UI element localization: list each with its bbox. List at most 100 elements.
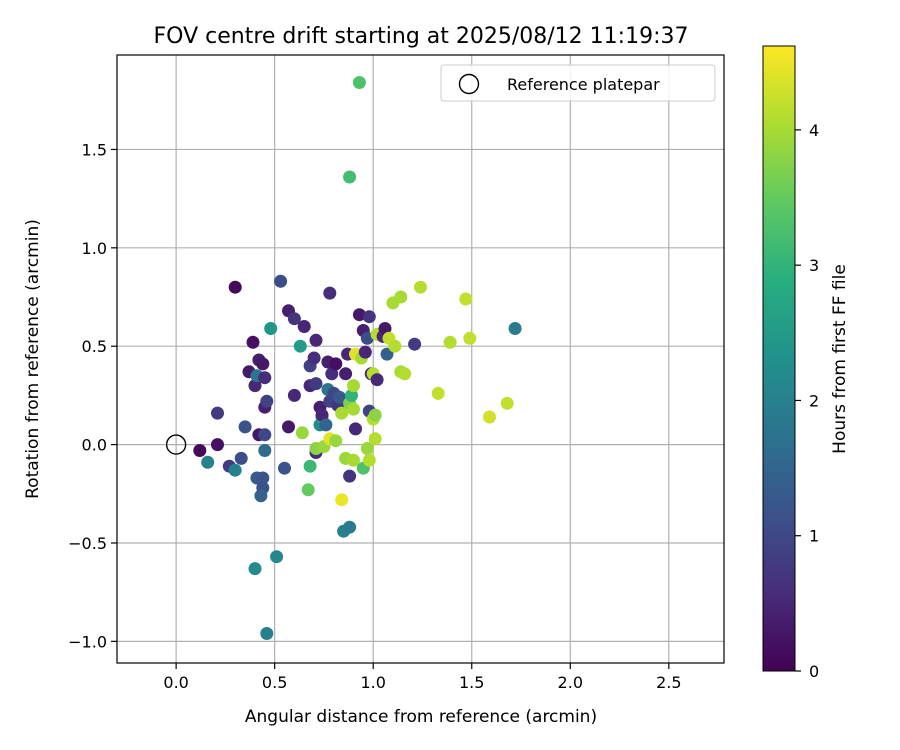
data-point xyxy=(362,453,376,467)
data-point xyxy=(309,333,323,347)
data-point xyxy=(264,322,278,335)
data-point xyxy=(260,394,274,408)
data-point xyxy=(508,322,522,335)
data-point xyxy=(370,373,384,387)
data-point xyxy=(258,428,272,442)
data-point xyxy=(256,357,270,371)
data-point xyxy=(408,337,422,351)
y-tick-label: 0.0 xyxy=(82,436,107,455)
data-point xyxy=(443,335,457,349)
legend: Reference platepar xyxy=(440,64,716,102)
colorbar-gradient xyxy=(762,45,796,672)
y-axis-label: Rotation from reference (arcmin) xyxy=(23,219,43,499)
data-point xyxy=(335,406,349,420)
data-point xyxy=(329,434,343,448)
legend-entry-reference: Reference platepar xyxy=(507,75,660,94)
data-point xyxy=(500,396,514,410)
colorbar-ticks: 0 1 2 3 4 xyxy=(795,121,819,681)
data-point xyxy=(282,420,295,434)
plot-area xyxy=(117,55,724,663)
data-point xyxy=(343,520,357,534)
data-point xyxy=(274,274,288,288)
data-point xyxy=(352,76,366,89)
data-point xyxy=(287,388,301,402)
colorbar: 0 1 2 3 4 Hours from first FF file xyxy=(762,45,850,681)
data-point xyxy=(228,280,242,294)
data-point xyxy=(329,357,343,371)
data-point xyxy=(309,377,323,391)
data-point xyxy=(319,418,333,432)
data-point xyxy=(201,455,215,469)
reference-platepar-marker xyxy=(165,434,187,455)
plot-frame xyxy=(116,54,725,664)
data-point xyxy=(258,444,272,457)
data-point xyxy=(325,367,339,381)
data-point xyxy=(352,308,366,322)
data-point xyxy=(483,410,496,424)
data-point xyxy=(345,388,358,402)
x-axis-label: Angular distance from reference (arcmin) xyxy=(245,707,597,727)
x-tick-label: 1.5 xyxy=(459,673,484,692)
data-point xyxy=(260,627,274,640)
data-point xyxy=(238,420,252,434)
data-point xyxy=(246,335,260,349)
data-points xyxy=(193,76,522,640)
reference-marker-group xyxy=(165,434,187,455)
data-point xyxy=(254,489,268,503)
x-axis-ticks: 0.0 0.5 1.0 1.5 2.0 2.5 xyxy=(163,663,682,692)
x-tick-label: 2.5 xyxy=(656,673,681,692)
x-tick-label: 0.5 xyxy=(262,673,287,692)
y-tick-label: 1.5 xyxy=(82,140,107,159)
data-point xyxy=(287,312,301,326)
data-point xyxy=(347,402,360,416)
data-point xyxy=(211,438,224,452)
data-point xyxy=(248,562,262,576)
x-tick-label: 0.0 xyxy=(163,673,188,692)
colorbar-tick-label: 1 xyxy=(809,527,819,546)
data-point xyxy=(256,471,270,485)
data-point xyxy=(360,331,374,345)
legend-box xyxy=(440,64,716,102)
data-point xyxy=(278,461,291,475)
data-point xyxy=(394,290,408,304)
colorbar-tick-label: 4 xyxy=(809,121,819,140)
data-point xyxy=(323,286,337,300)
colorbar-label: Hours from first FF file xyxy=(830,264,850,454)
data-point xyxy=(295,426,309,440)
data-point xyxy=(343,170,357,184)
data-point xyxy=(258,371,272,385)
data-point xyxy=(335,493,349,507)
data-point xyxy=(398,367,412,381)
data-point xyxy=(347,453,360,467)
y-tick-label: −0.5 xyxy=(68,534,107,553)
data-point xyxy=(228,463,242,477)
data-point xyxy=(301,483,315,497)
data-point xyxy=(360,442,374,455)
data-point xyxy=(293,339,307,353)
y-tick-label: 1.0 xyxy=(82,239,107,258)
data-point xyxy=(339,367,353,381)
x-tick-label: 1.0 xyxy=(360,673,385,692)
data-point xyxy=(362,310,376,324)
data-point xyxy=(388,339,402,353)
data-point xyxy=(333,390,347,404)
data-point xyxy=(347,379,360,393)
data-point xyxy=(463,331,477,345)
data-point xyxy=(248,379,262,393)
y-axis-ticks: −1.0 −0.5 0.0 0.5 1.0 1.5 xyxy=(68,140,117,651)
data-point xyxy=(380,347,394,361)
data-point xyxy=(459,292,473,306)
data-point xyxy=(270,550,284,564)
data-point xyxy=(303,459,317,473)
data-point xyxy=(414,280,427,294)
colorbar-tick-label: 2 xyxy=(809,391,819,410)
chart-title: FOV centre drift starting at 2025/08/12 … xyxy=(154,24,689,49)
data-point xyxy=(431,386,445,400)
data-point xyxy=(297,320,311,333)
colorbar-tick-label: 0 xyxy=(809,662,819,681)
data-point xyxy=(234,451,248,465)
data-point xyxy=(368,408,382,422)
data-point xyxy=(343,469,357,483)
data-point xyxy=(358,345,372,359)
